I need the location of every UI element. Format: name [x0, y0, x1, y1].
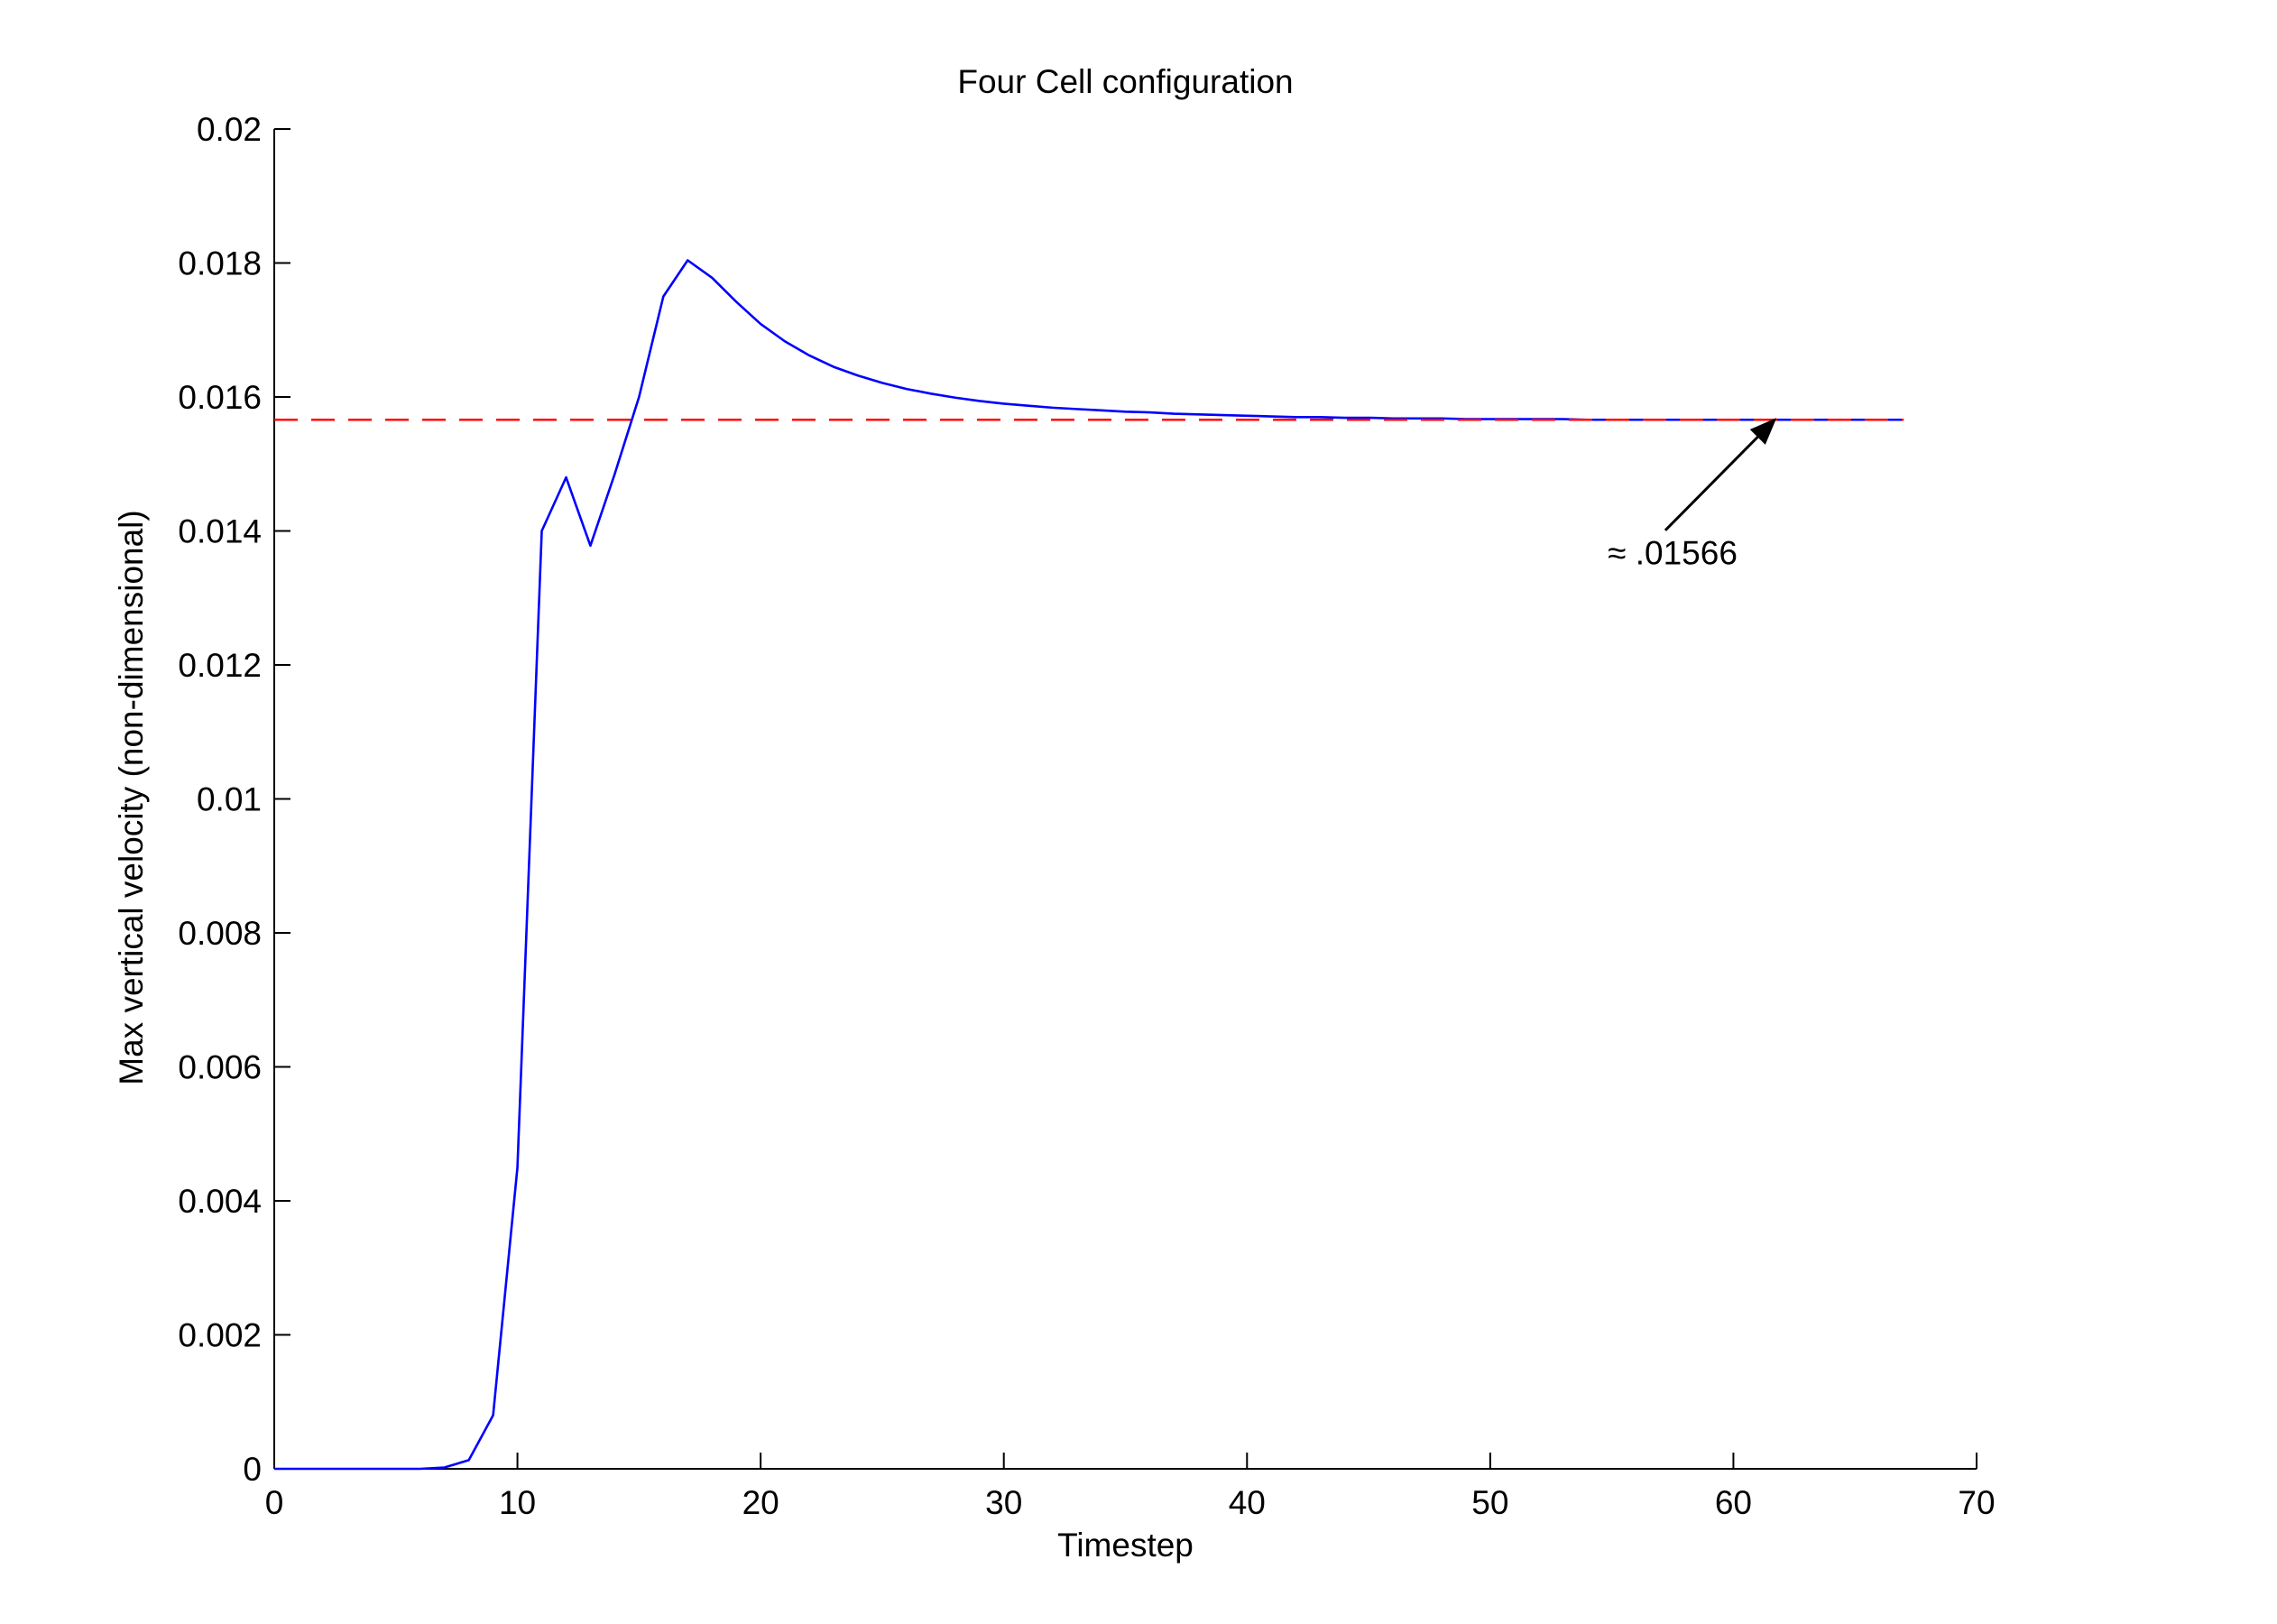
y-tick-label: 0.008 [178, 915, 262, 952]
x-tick-label: 0 [265, 1484, 284, 1521]
x-axis-label: Timestep [1057, 1527, 1194, 1564]
y-tick-label: 0.016 [178, 379, 262, 416]
y-tick-label: 0.002 [178, 1317, 262, 1354]
annotation-label: ≈ .01566 [1608, 535, 1738, 572]
y-tick-label: 0.02 [197, 111, 262, 148]
x-tick-label: 60 [1715, 1484, 1752, 1521]
annotation-arrow [1664, 418, 1777, 531]
y-tick-label: 0.004 [178, 1183, 262, 1220]
y-tick-label: 0.01 [197, 781, 262, 818]
y-tick-label: 0 [243, 1451, 262, 1488]
y-tick-label: 0.018 [178, 245, 262, 282]
x-tick-label: 30 [985, 1484, 1022, 1521]
chart-title: Four Cell configuration [957, 63, 1293, 100]
annotation-layer: ≈ .01566 [1608, 418, 1777, 572]
y-tick-label: 0.006 [178, 1049, 262, 1086]
x-tick-label: 20 [742, 1484, 779, 1521]
x-tick-label: 10 [499, 1484, 536, 1521]
y-tick-label: 0.014 [178, 513, 262, 550]
x-tick-label: 40 [1229, 1484, 1266, 1521]
x-tick-label: 50 [1471, 1484, 1508, 1521]
y-axis-label: Max vertical velocity (non-dimensional) [113, 510, 150, 1084]
axes: 0 10 20 30 40 50 60 70 0 0.002 0.004 0.006 0.008 0.01… [178, 111, 1995, 1521]
x-tick-label: 70 [1958, 1484, 1995, 1521]
y-tick-label: 0.012 [178, 647, 262, 684]
series-layer [274, 259, 1904, 1471]
data-series-line [274, 259, 1904, 1471]
